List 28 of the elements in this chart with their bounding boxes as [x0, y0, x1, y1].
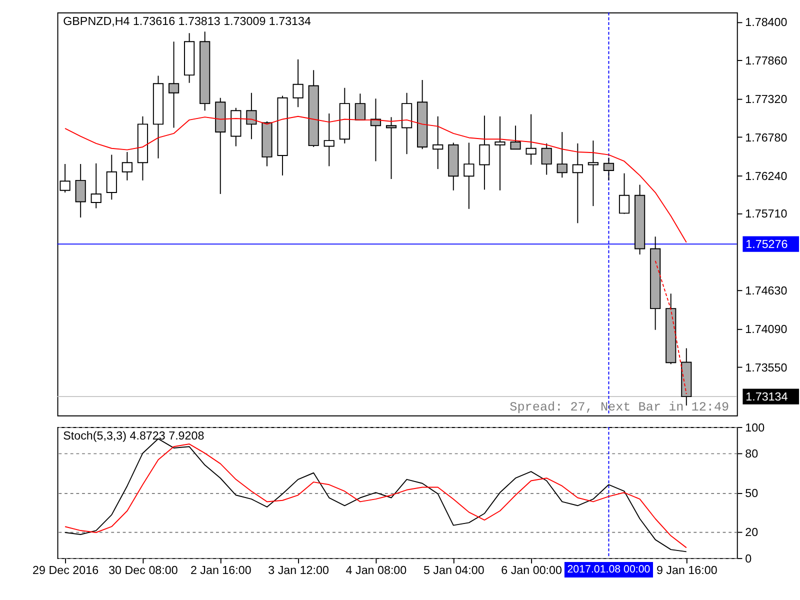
x-tick-label: 9 Jan 16:00 [656, 564, 718, 578]
ref-line-label: 1.73134 [746, 390, 788, 404]
y-tick-label: 100 [745, 421, 766, 434]
y-tick-label: 0 [745, 552, 752, 566]
y-tick-label: 1.76780 [745, 131, 788, 144]
y-tick-label: 1.78400 [745, 16, 788, 30]
chart-title: GBPNZD,H4 1.73616 1.73813 1.73009 1.73134 [63, 15, 312, 28]
x-tick-label: 3 Jan 12:00 [268, 564, 330, 578]
x-tick-label: 2 Jan 16:00 [190, 564, 252, 578]
y-tick-label: 1.76240 [745, 170, 788, 183]
x-tick-label: 4 Jan 08:00 [346, 564, 408, 578]
y-tick-label: 1.77860 [745, 54, 788, 68]
x-tick-label: 5 Jan 04:00 [423, 564, 485, 578]
y-tick-label: 50 [745, 486, 759, 500]
y-tick-label: 20 [745, 526, 759, 540]
x-tick-label: 29 Dec 2016 [32, 564, 99, 578]
x-tick-label: 2017.01.08 00:00 [567, 564, 650, 576]
chart-title: Stoch(5,3,3) 4.8723 7.9208 [63, 430, 204, 443]
y-tick-label: 1.74630 [745, 284, 788, 298]
x-tick-label: 30 Dec 08:00 [108, 564, 178, 578]
ref-line-label: 1.75276 [746, 238, 788, 251]
y-tick-label: 1.77320 [745, 92, 788, 106]
y-tick-label: 80 [745, 448, 759, 461]
y-tick-label: 1.74090 [745, 322, 788, 336]
annotation: Spread: 27, Next Bar in 12:49 [510, 399, 730, 414]
y-tick-label: 1.75710 [745, 208, 788, 221]
y-tick-label: 1.73550 [745, 361, 788, 374]
x-tick-label: 6 Jan 00:00 [501, 564, 562, 578]
